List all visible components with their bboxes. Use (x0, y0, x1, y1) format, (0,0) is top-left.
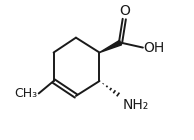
Text: OH: OH (144, 41, 165, 55)
Text: CH₃: CH₃ (14, 87, 37, 100)
Polygon shape (100, 40, 122, 52)
Text: NH₂: NH₂ (122, 98, 149, 112)
Text: O: O (119, 4, 130, 18)
